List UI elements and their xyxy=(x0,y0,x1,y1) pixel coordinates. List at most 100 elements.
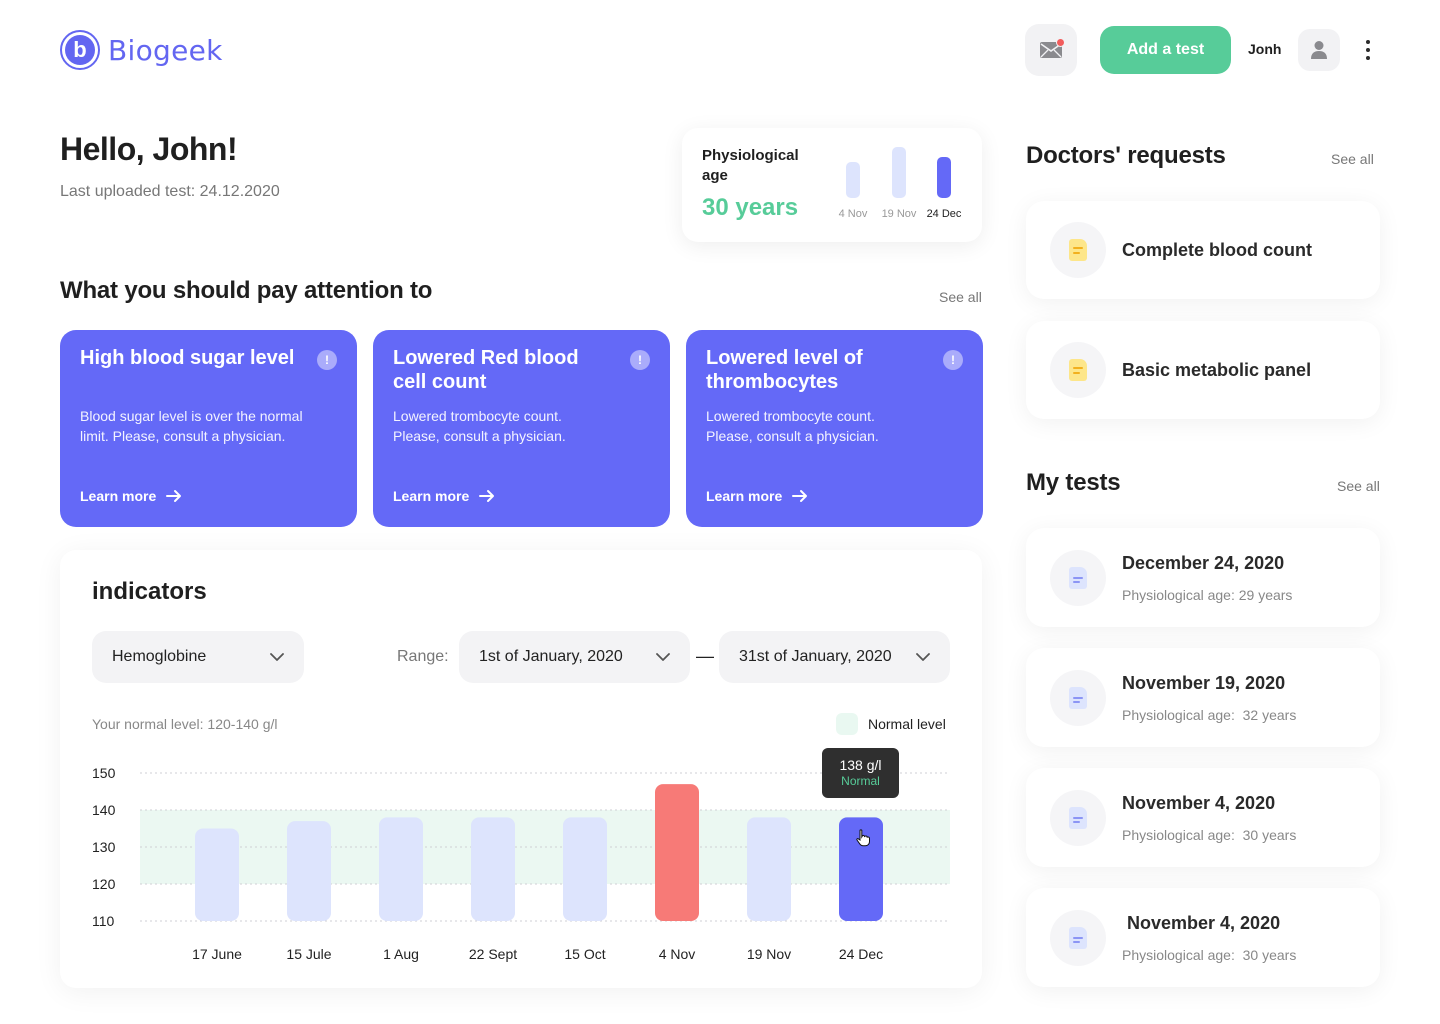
arrow-right-icon xyxy=(166,490,182,502)
learn-more-label: Learn more xyxy=(80,488,157,504)
indicators-panel: indicators Hemoglobine Range: 1st of Jan… xyxy=(60,550,982,988)
chevron-down-icon xyxy=(270,653,284,661)
chart-bar-5 xyxy=(655,784,699,921)
x-tick-label: 24 Dec xyxy=(839,946,883,962)
document-icon xyxy=(1050,550,1106,606)
x-tick-label: 1 Aug xyxy=(383,946,419,962)
x-tick-label: 15 Oct xyxy=(564,946,605,962)
y-tick-label: 110 xyxy=(92,913,115,929)
user-avatar-button[interactable] xyxy=(1298,29,1340,71)
learn-more-label: Learn more xyxy=(393,488,470,504)
physiological-age-card[interactable]: Physiological age 30 years 4 Nov 19 Nov … xyxy=(682,128,982,242)
attention-title: What you should pay attention to xyxy=(60,277,433,304)
document-icon xyxy=(1050,670,1106,726)
chevron-down-icon xyxy=(656,653,670,661)
request-label: Basic metabolic panel xyxy=(1122,360,1312,380)
alert-title: Lowered level of thrombocytes xyxy=(706,347,863,393)
document-icon xyxy=(1050,790,1106,846)
x-tick-label: 22 Sept xyxy=(469,946,517,962)
x-tick-label: 15 Jule xyxy=(286,946,331,962)
brand-name: Biogeek xyxy=(108,33,223,67)
range-to-select[interactable]: 31st of January, 2020 xyxy=(719,631,950,683)
legend-swatch-normal xyxy=(836,713,858,735)
warning-icon: ! xyxy=(630,350,650,370)
my-tests-see-all-link[interactable]: See all xyxy=(1337,478,1380,494)
chart-bar-3 xyxy=(471,817,515,921)
tooltip-status: Normal xyxy=(841,774,880,788)
chart-bar-7 xyxy=(839,817,883,921)
test-physiological-age: Physiological age: 30 years xyxy=(1122,827,1297,843)
alert-description: Lowered trombocyte count. Please, consul… xyxy=(706,408,879,444)
more-menu-icon[interactable] xyxy=(1358,38,1378,62)
user-icon xyxy=(1311,41,1327,59)
alert-card-thrombocytes[interactable]: Lowered level of thrombocytes ! Lowered … xyxy=(686,330,983,527)
user-name: Jonh xyxy=(1248,41,1282,57)
x-tick-label: 4 Nov xyxy=(659,946,696,962)
document-icon xyxy=(1050,910,1106,966)
alert-description: Blood sugar level is over the normal lim… xyxy=(80,408,303,444)
test-physiological-age: Physiological age: 32 years xyxy=(1122,707,1297,723)
chart-tooltip: 138 g/l Normal xyxy=(822,748,899,798)
mini-bar-4-nov xyxy=(846,162,860,198)
y-tick-label: 130 xyxy=(92,839,116,855)
attention-see-all-link[interactable]: See all xyxy=(939,289,982,305)
legend-label-normal: Normal level xyxy=(868,716,946,732)
test-date: November 4, 2020 xyxy=(1122,793,1276,813)
x-tick-label: 19 Nov xyxy=(747,946,791,962)
document-icon xyxy=(1050,222,1106,278)
test-date: November 19, 2020 xyxy=(1122,673,1286,693)
learn-more-link[interactable]: Learn more xyxy=(393,488,495,504)
indicator-select-value: Hemoglobine xyxy=(112,648,207,665)
mini-label-19-nov: 19 Nov xyxy=(881,208,917,220)
tooltip-value: 138 g/l xyxy=(839,757,882,773)
test-card[interactable]: November 4, 2020 Physiological age: 30 y… xyxy=(1026,768,1380,867)
alert-title: Lowered Red blood cell count xyxy=(393,347,579,393)
warning-icon: ! xyxy=(943,350,963,370)
add-test-button[interactable]: Add a test xyxy=(1100,26,1231,74)
range-label: Range: xyxy=(397,648,449,665)
test-card[interactable]: November 4, 2020 Physiological age: 30 y… xyxy=(1026,888,1380,987)
arrow-right-icon xyxy=(479,490,495,502)
indicators-title: indicators xyxy=(92,578,207,605)
pointer-cursor-icon xyxy=(856,829,870,847)
physiological-age-value: 30 years xyxy=(702,194,799,221)
request-card-complete-blood-count[interactable]: Complete blood count xyxy=(1026,201,1380,299)
document-icon xyxy=(1050,342,1106,398)
request-card-basic-metabolic-panel[interactable]: Basic metabolic panel xyxy=(1026,321,1380,419)
messages-button[interactable] xyxy=(1025,24,1077,76)
range-separator: — xyxy=(696,646,714,666)
alert-card-red-blood-cells[interactable]: Lowered Red blood cell count ! Lowered t… xyxy=(373,330,670,527)
chart-bar-6 xyxy=(747,817,791,921)
chart-bar-1 xyxy=(287,821,331,921)
last-uploaded-text: Last uploaded test: 24.12.2020 xyxy=(60,183,280,200)
hemoglobin-chart: 150 140 130 120 110 17 June 15 Jule 1 Aug 22 Sep… xyxy=(92,765,950,962)
mini-label-4-nov: 4 Nov xyxy=(838,208,868,220)
mini-bar-24-dec xyxy=(937,157,951,198)
range-from-select[interactable]: 1st of January, 2020 xyxy=(459,631,690,683)
normal-level-note: Your normal level: 120-140 g/l xyxy=(92,716,278,732)
learn-more-label: Learn more xyxy=(706,488,783,504)
test-card[interactable]: November 19, 2020 Physiological age: 32 … xyxy=(1026,648,1380,747)
notification-dot xyxy=(1056,38,1065,47)
learn-more-link[interactable]: Learn more xyxy=(706,488,808,504)
y-tick-label: 150 xyxy=(92,765,116,781)
doctors-requests-see-all-link[interactable]: See all xyxy=(1331,151,1374,167)
alert-card-blood-sugar[interactable]: High blood sugar level ! Blood sugar lev… xyxy=(60,330,357,527)
arrow-right-icon xyxy=(792,490,808,502)
test-date: November 4, 2020 xyxy=(1122,913,1281,933)
chart-bar-4 xyxy=(563,817,607,921)
mini-bar-19-nov xyxy=(892,147,906,198)
test-physiological-age: Physiological age: 29 years xyxy=(1122,587,1293,603)
chart-bar-2 xyxy=(379,817,423,921)
indicator-select[interactable]: Hemoglobine xyxy=(92,631,304,683)
test-card[interactable]: December 24, 2020 Physiological age: 29 … xyxy=(1026,528,1380,627)
learn-more-link[interactable]: Learn more xyxy=(80,488,182,504)
doctors-requests-title: Doctors' requests xyxy=(1026,142,1226,169)
brand-logo[interactable]: b Biogeek xyxy=(60,30,223,70)
y-tick-label: 140 xyxy=(92,802,116,818)
page-title: Hello, John! xyxy=(60,131,238,167)
chart-bar-0 xyxy=(195,828,239,921)
my-tests-title: My tests xyxy=(1026,469,1121,496)
alert-title: High blood sugar level xyxy=(80,347,295,369)
request-label: Complete blood count xyxy=(1122,240,1312,260)
